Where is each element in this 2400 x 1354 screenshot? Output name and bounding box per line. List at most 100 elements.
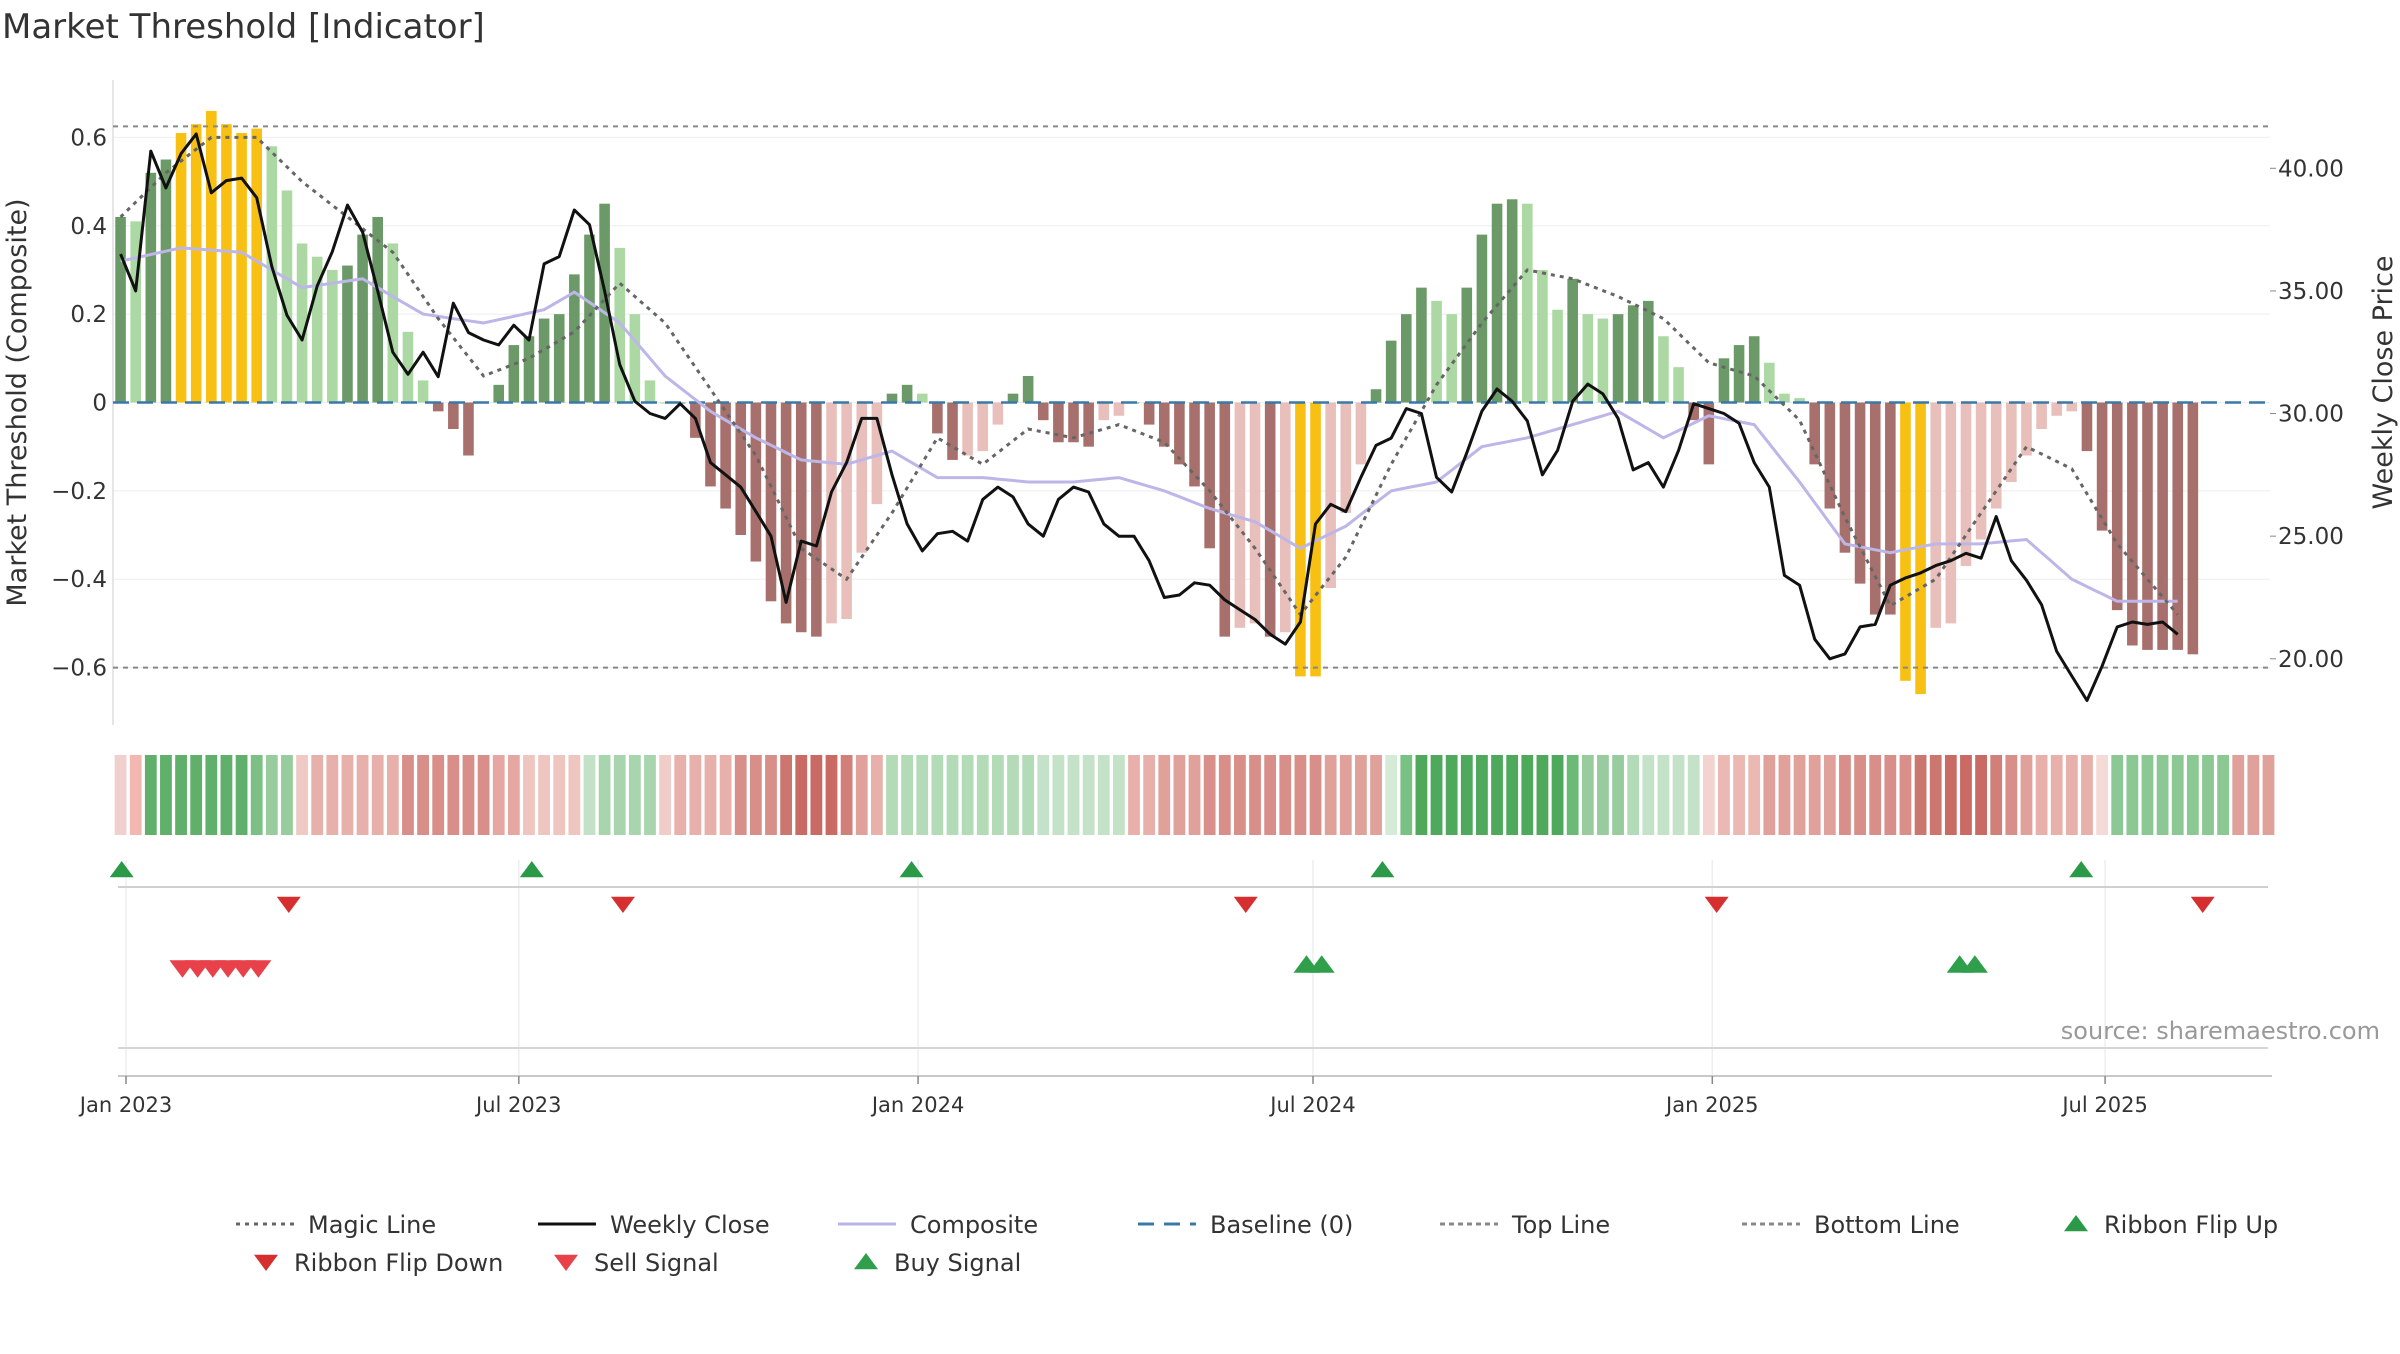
composite-bar (2051, 402, 2063, 416)
ribbon-flip-down-marker (1233, 896, 1258, 913)
left-tick-label: 0 (92, 391, 107, 417)
left-tick-label: −0.4 (51, 567, 107, 593)
x-tick-label: Jul 2023 (474, 1093, 561, 1117)
chart-title: Market Threshold [Indicator] (2, 7, 485, 47)
x-tick-label: Jul 2025 (2060, 1093, 2147, 1117)
composite-bar (266, 146, 278, 403)
ribbon-cell (2262, 755, 2275, 835)
composite-bar (1582, 314, 1594, 403)
composite-bar (1053, 402, 1064, 443)
ribbon-cell (447, 755, 460, 835)
composite-bar (584, 234, 595, 403)
ribbon-cell (598, 755, 611, 835)
ribbon-cell (1234, 755, 1246, 835)
composite-bar (886, 393, 898, 403)
legend-label: Ribbon Flip Up (2104, 1211, 2278, 1239)
composite-bar (1658, 336, 1669, 403)
composite-bar (826, 402, 837, 624)
legend-label: Magic Line (308, 1211, 436, 1239)
ribbon-cell (1022, 755, 1035, 835)
ribbon-cell (296, 755, 308, 835)
ribbon-cell (704, 755, 717, 835)
composite-bar (1824, 402, 1836, 509)
ribbon-cell (1491, 755, 1503, 835)
composite-bar (1537, 269, 1548, 403)
ribbon-cell (1990, 755, 2003, 835)
buy-signal-marker (1961, 955, 1988, 973)
ribbon-cell (1854, 755, 1866, 835)
composite-bar (2187, 402, 2199, 655)
ribbon-cell (250, 755, 263, 835)
ribbon-cell (1536, 755, 1549, 835)
ribbon-cell (477, 755, 490, 835)
composite-bar (795, 402, 807, 633)
ribbon-cell (1551, 755, 1564, 835)
ribbon-cell (1914, 755, 1927, 835)
legend-item: Baseline (0) (1138, 1211, 1353, 1239)
ribbon-flip-down-marker (1704, 896, 1729, 913)
ribbon-cell (432, 755, 445, 835)
weekly-close-line (119, 132, 2179, 702)
composite-bar (1597, 318, 1609, 403)
x-tick-label: Jul 2024 (1268, 1093, 1355, 1117)
composite-bar (1673, 367, 1684, 403)
composite-bar (1204, 402, 1215, 549)
ribbon-flip-down-marker (276, 896, 301, 913)
ribbon-cell (583, 755, 596, 835)
ribbon-cell (1249, 755, 1261, 835)
composite-bar (599, 203, 610, 403)
ribbon-cell (810, 755, 823, 835)
ribbon-cell (1309, 755, 1322, 835)
legend-swatch (254, 1254, 278, 1271)
ribbon-cell (2126, 755, 2139, 835)
composite-bar (2142, 402, 2153, 650)
composite-bar (145, 172, 157, 403)
ribbon-cell (825, 755, 838, 835)
ribbon-cell (1052, 755, 1065, 835)
composite-bar (1476, 234, 1488, 403)
composite-bar (705, 402, 716, 487)
ribbon-flip-up-marker (109, 861, 134, 878)
ribbon-cell (205, 755, 218, 835)
composite-bar (1764, 362, 1775, 403)
left-tick-label: 0.6 (70, 125, 107, 151)
composite-bar (1431, 300, 1442, 403)
ribbon-cell (674, 755, 687, 835)
composite-bar (402, 331, 414, 403)
composite-bar (1779, 393, 1790, 403)
ribbon-cell (1627, 755, 1640, 835)
legend-item: Buy Signal (894, 1249, 1021, 1277)
legend-swatch (854, 1253, 878, 1270)
composite-bar (735, 402, 747, 536)
legend-item: Ribbon Flip Up (2104, 1211, 2278, 1239)
composite-bar (236, 133, 247, 403)
ribbon-cell (1385, 755, 1398, 835)
ribbon-cell (961, 755, 974, 835)
ribbon-cell (613, 755, 626, 835)
ribbon-cell (1430, 755, 1443, 835)
ribbon-cell (1324, 755, 1337, 835)
ribbon-cell (492, 755, 505, 835)
composite-bar (1733, 345, 1745, 403)
ribbon-cell (1748, 755, 1761, 835)
composite-bar (1143, 402, 1155, 425)
composite-bar (1022, 375, 1034, 403)
ribbon-cell (2050, 755, 2063, 835)
ribbon-cell (265, 755, 278, 835)
composite-bar (2021, 402, 2032, 456)
legend-label: Weekly Close (610, 1211, 770, 1239)
ribbon-cell (523, 755, 535, 835)
ribbon-cell (780, 755, 793, 835)
ribbon-cell (1128, 755, 1140, 835)
ribbon-cell (1218, 755, 1231, 835)
composite-bar (417, 380, 429, 403)
ribbon-cell (1869, 755, 1882, 835)
right-tick-label: 30.00 (2278, 402, 2344, 428)
ribbon-cell (160, 755, 172, 835)
ribbon-cell (2096, 755, 2108, 835)
ribbon-cell (1445, 755, 1458, 835)
ribbon-cell (538, 755, 550, 835)
ribbon-cell (1884, 755, 1897, 835)
